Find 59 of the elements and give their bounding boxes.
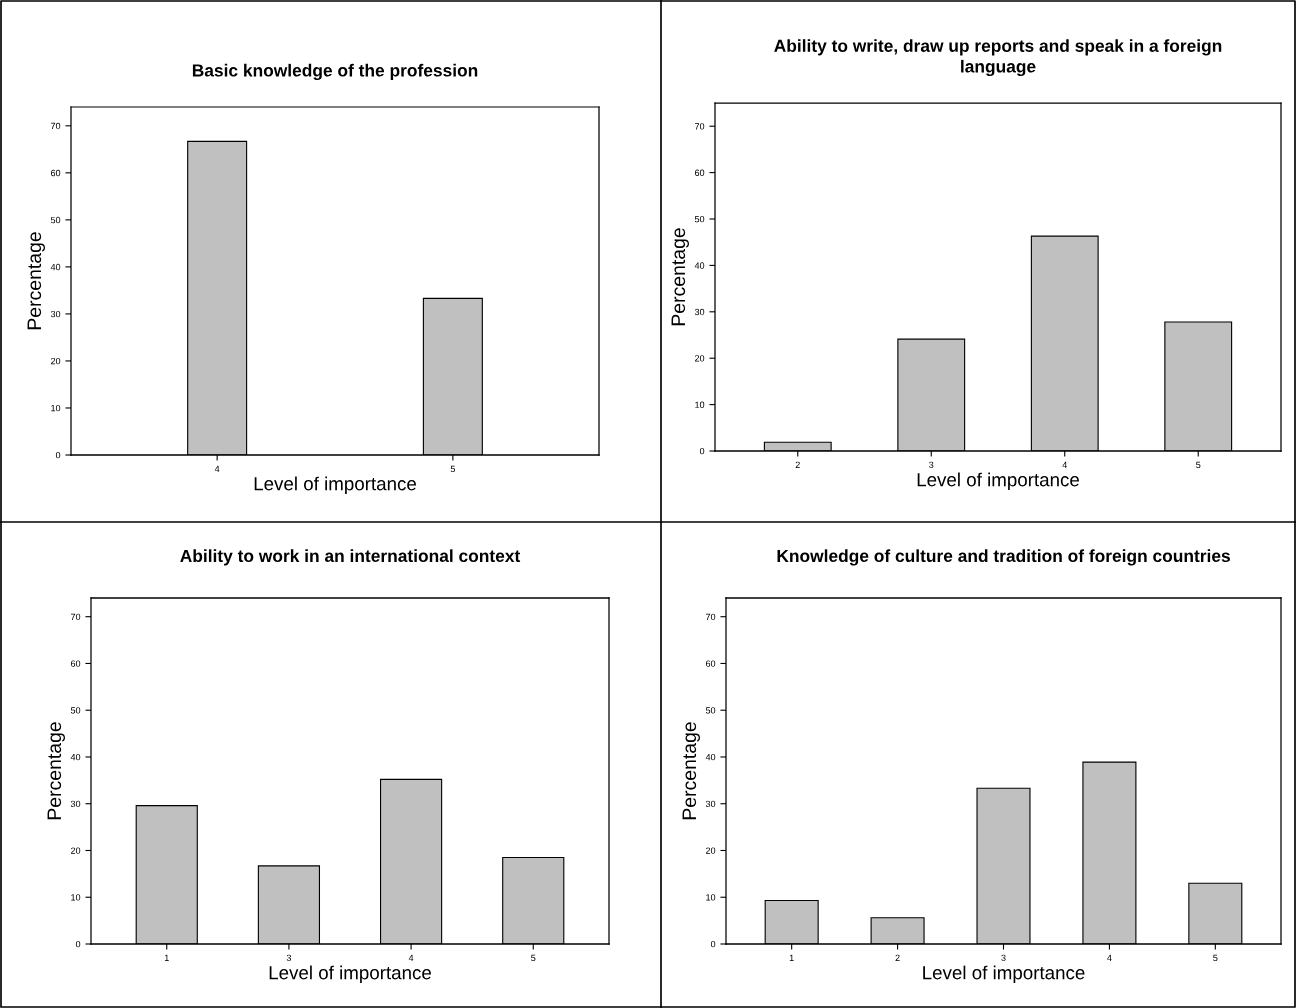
x-tick-label: 5: [531, 954, 536, 962]
x-tick-label: 1: [789, 954, 794, 961]
y-tick-label: 30: [70, 800, 81, 808]
x-tick-label: 1: [164, 954, 169, 961]
chart-title: Basic knowledge of the profession: [192, 63, 478, 81]
x-tick-label: 4: [408, 954, 414, 961]
x-tick-label: 5: [1196, 461, 1201, 469]
y-tick-label: 60: [51, 169, 61, 177]
x-tick-label: 4: [1062, 461, 1067, 468]
x-axis-title: Level of importance: [923, 965, 1085, 984]
y-tick-label: 20: [706, 847, 716, 854]
y-tick-label: 70: [695, 123, 705, 130]
y-axis-title: Percentage: [27, 232, 45, 330]
x-axis-title: Level of importance: [917, 472, 1079, 491]
y-tick-label: 0: [55, 451, 61, 459]
x-tick-label: 4: [1107, 954, 1112, 961]
y-tick-label: 10: [71, 894, 81, 901]
y-tick-label: 70: [706, 613, 716, 621]
chart-title: Ability to work in an international context: [180, 549, 521, 566]
y-tick-label: 60: [706, 660, 716, 667]
y-tick-label: 20: [51, 357, 61, 365]
y-tick-label: 50: [705, 707, 716, 714]
y-axis-title: Percentage: [47, 722, 65, 820]
x-axis-title: Level of importance: [269, 965, 431, 984]
y-tick-label: 30: [694, 308, 705, 316]
y-axis-title: Percentage: [682, 722, 700, 820]
y-tick-label: 0: [699, 447, 705, 455]
y-axis-title: Percentage: [671, 228, 689, 326]
y-tick-label: 50: [694, 215, 705, 223]
y-tick-label: 10: [51, 404, 61, 412]
y-tick-label: 70: [51, 122, 61, 130]
y-tick-label: 40: [705, 753, 716, 761]
x-tick-label: 5: [450, 465, 455, 473]
y-tick-label: 50: [50, 216, 61, 224]
x-tick-label: 4: [214, 465, 220, 472]
x-tick-label: 2: [795, 461, 800, 468]
y-tick-label: 40: [694, 262, 705, 269]
x-tick-label: 2: [895, 954, 900, 961]
x-tick-label: 3: [1001, 954, 1006, 962]
y-tick-label: 60: [71, 660, 81, 667]
x-axis-title: Level of importance: [254, 476, 416, 495]
y-tick-label: 30: [705, 800, 716, 808]
y-tick-label: 60: [695, 169, 705, 176]
y-tick-label: 10: [695, 401, 705, 408]
x-tick-label: 3: [286, 954, 292, 962]
y-tick-label: 30: [50, 310, 61, 318]
y-tick-label: 50: [70, 707, 81, 714]
chart-title: Knowledge of culture and tradition of foreign countries: [777, 549, 1230, 566]
y-tick-label: 20: [71, 847, 81, 854]
y-tick-label: 20: [695, 355, 705, 362]
x-tick-label: 5: [1213, 954, 1218, 962]
chart-title: Ability to write, draw up reports and speak in a foreign language: [774, 39, 1222, 77]
y-tick-label: 10: [706, 894, 716, 901]
x-tick-label: 3: [929, 461, 934, 469]
y-tick-label: 40: [50, 263, 61, 271]
y-tick-label: 70: [71, 613, 81, 621]
y-tick-label: 0: [75, 940, 81, 948]
y-tick-label: 40: [70, 753, 81, 761]
y-tick-label: 0: [710, 940, 716, 948]
